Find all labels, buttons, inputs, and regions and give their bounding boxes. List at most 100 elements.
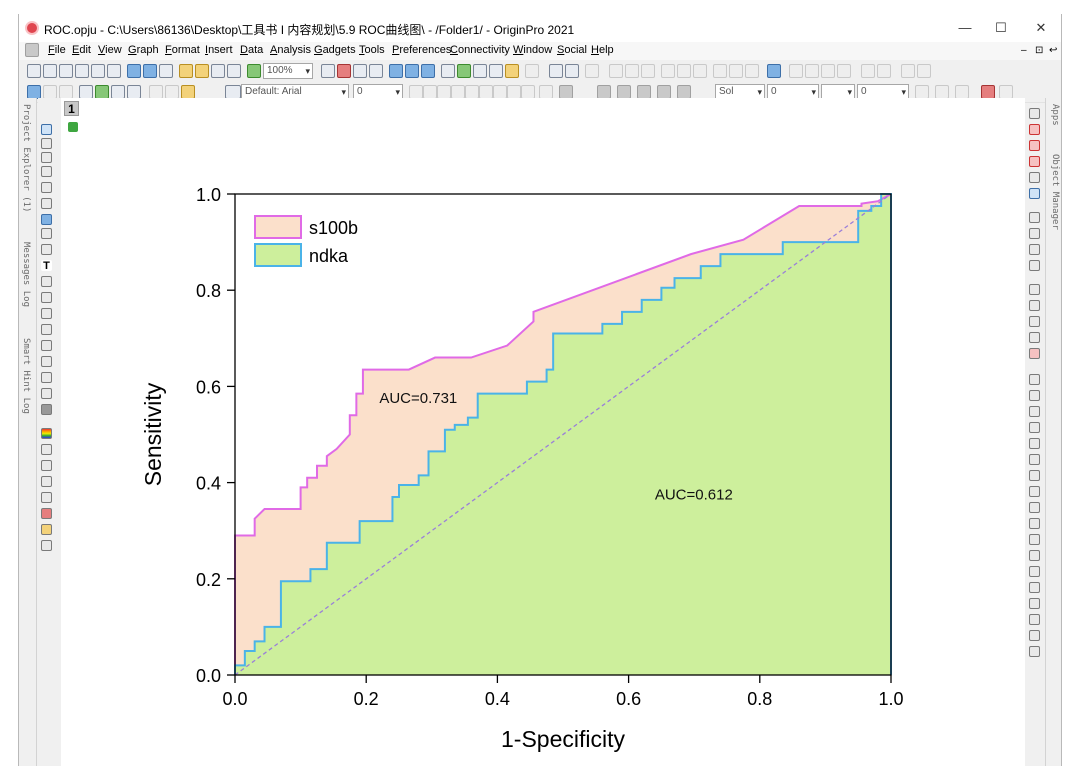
font-icon[interactable] xyxy=(225,85,241,99)
axis-bottom-icon[interactable] xyxy=(1029,284,1040,295)
menu-edit[interactable]: Edit xyxy=(72,44,91,56)
symbol-size-icon[interactable] xyxy=(1029,566,1040,577)
add-graph-icon[interactable] xyxy=(473,64,487,78)
menu-view[interactable]: View xyxy=(98,44,122,56)
arrow-tool-icon[interactable] xyxy=(41,292,52,303)
axis-color-icon[interactable] xyxy=(1029,348,1040,359)
new-graph-icon[interactable] xyxy=(107,64,121,78)
table-icon-tool[interactable] xyxy=(41,460,52,471)
regional-data-selector-icon[interactable] xyxy=(41,228,52,239)
new-function-icon[interactable] xyxy=(143,64,157,78)
new-matrix-icon[interactable] xyxy=(59,64,73,78)
decrease-font-icon[interactable] xyxy=(507,85,521,99)
menu-preferences[interactable]: Preferences xyxy=(392,44,452,56)
layer-icon-tool[interactable] xyxy=(41,444,52,455)
symbol-icon[interactable] xyxy=(637,85,651,99)
pause-icon[interactable] xyxy=(877,64,891,78)
messages-log-tab[interactable]: Messages Log xyxy=(21,242,31,308)
apps-icon[interactable] xyxy=(505,64,519,78)
mdi-close-button[interactable]: ↩ xyxy=(1049,45,1058,56)
region-tool-icon[interactable] xyxy=(41,340,52,351)
new-notes-icon[interactable] xyxy=(75,64,89,78)
mdi-restore-button[interactable]: ⊡ xyxy=(1035,45,1044,56)
new-excel-icon[interactable] xyxy=(91,64,105,78)
align-top-icon[interactable] xyxy=(1029,244,1040,255)
paste-icon[interactable] xyxy=(181,85,195,99)
date-time-icon[interactable] xyxy=(41,476,52,487)
tick-none-icon[interactable] xyxy=(1029,422,1040,433)
tick-in-icon[interactable] xyxy=(1029,374,1040,385)
axis-top-icon[interactable] xyxy=(1029,300,1040,311)
zoom-select[interactable]: 100% xyxy=(263,63,313,79)
image-tool-icon[interactable] xyxy=(41,404,52,415)
first-icon[interactable] xyxy=(789,64,803,78)
line-spacing-icon[interactable] xyxy=(539,85,553,99)
split-icon[interactable] xyxy=(585,64,599,78)
group-icon[interactable] xyxy=(1029,172,1040,183)
apps-tab[interactable]: Apps xyxy=(1050,104,1060,126)
statistics-icon[interactable] xyxy=(549,64,563,78)
new-project-icon[interactable] xyxy=(27,64,41,78)
results-log-icon[interactable] xyxy=(405,64,419,78)
increase-font-icon[interactable] xyxy=(493,85,507,99)
maximize-button[interactable]: ☐ xyxy=(995,20,1007,35)
stack-icon[interactable] xyxy=(641,64,655,78)
set-y-icon[interactable] xyxy=(677,64,691,78)
tick-out-icon[interactable] xyxy=(1029,390,1040,401)
align-left-icon[interactable] xyxy=(1029,212,1040,223)
set-x-icon[interactable] xyxy=(661,64,675,78)
minimize-button[interactable]: — xyxy=(958,20,972,35)
add-column-icon[interactable] xyxy=(525,64,539,78)
grid-table-icon[interactable] xyxy=(41,540,52,551)
close-button[interactable]: ✕ xyxy=(1035,20,1047,35)
command-window-icon[interactable] xyxy=(421,64,435,78)
project-explorer-icon[interactable] xyxy=(389,64,403,78)
menu-insert[interactable]: Insert xyxy=(205,44,233,56)
label-offset-icon[interactable] xyxy=(1029,470,1040,481)
lock-icon[interactable] xyxy=(68,122,78,132)
italic-icon[interactable] xyxy=(423,85,437,99)
duplicate-icon[interactable] xyxy=(353,64,367,78)
gadget-icon[interactable] xyxy=(489,64,503,78)
subscript-icon[interactable] xyxy=(465,85,479,99)
menu-graph[interactable]: Graph xyxy=(128,44,159,56)
project-explorer-tab[interactable]: Project Explorer (1) xyxy=(21,104,31,213)
cut-icon[interactable] xyxy=(149,85,163,99)
draw-data-tool-icon[interactable] xyxy=(41,356,52,367)
forward-icon[interactable] xyxy=(1029,156,1040,167)
error-icon[interactable] xyxy=(41,508,52,519)
import-data-icon[interactable] xyxy=(247,64,261,78)
next-icon[interactable] xyxy=(821,64,835,78)
set-z-icon[interactable] xyxy=(693,64,707,78)
menu-connectivity[interactable]: Connectivity xyxy=(450,44,510,56)
insert-graph-tool-icon[interactable] xyxy=(41,388,52,399)
line-icon[interactable] xyxy=(677,85,691,99)
axis-right-icon[interactable] xyxy=(1029,332,1040,343)
menu-social[interactable]: Social xyxy=(557,44,587,56)
zoom-in-tool-icon[interactable] xyxy=(41,152,52,163)
extract-layer-icon[interactable] xyxy=(111,85,125,99)
align-icon[interactable] xyxy=(521,85,535,99)
refresh-icon[interactable] xyxy=(337,64,351,78)
worksheet-icon[interactable] xyxy=(41,492,52,503)
last-icon[interactable] xyxy=(837,64,851,78)
swap-axis-icon[interactable] xyxy=(1029,646,1040,657)
markers-icon[interactable] xyxy=(981,85,995,99)
line-width-icon[interactable] xyxy=(1029,582,1040,593)
open-template-icon[interactable] xyxy=(195,64,209,78)
mask-tool-icon[interactable] xyxy=(41,244,52,255)
menu-format[interactable]: Format xyxy=(165,44,200,56)
tick-both-icon[interactable] xyxy=(1029,406,1040,417)
smart-hint-log-tab[interactable]: Smart Hint Log xyxy=(21,338,31,414)
bold-icon[interactable] xyxy=(409,85,423,99)
save-template-icon[interactable] xyxy=(227,64,241,78)
column-chart-icon[interactable] xyxy=(609,64,623,78)
menu-data[interactable]: Data xyxy=(240,44,264,56)
pattern-icon[interactable] xyxy=(617,85,631,99)
frame-icon[interactable] xyxy=(1029,550,1040,561)
new-layout-icon[interactable] xyxy=(127,64,141,78)
menu-help[interactable]: Help xyxy=(591,44,614,56)
print-icon[interactable] xyxy=(321,64,335,78)
ungroup-icon[interactable] xyxy=(1029,188,1040,199)
major-tick-icon[interactable] xyxy=(1029,502,1040,513)
